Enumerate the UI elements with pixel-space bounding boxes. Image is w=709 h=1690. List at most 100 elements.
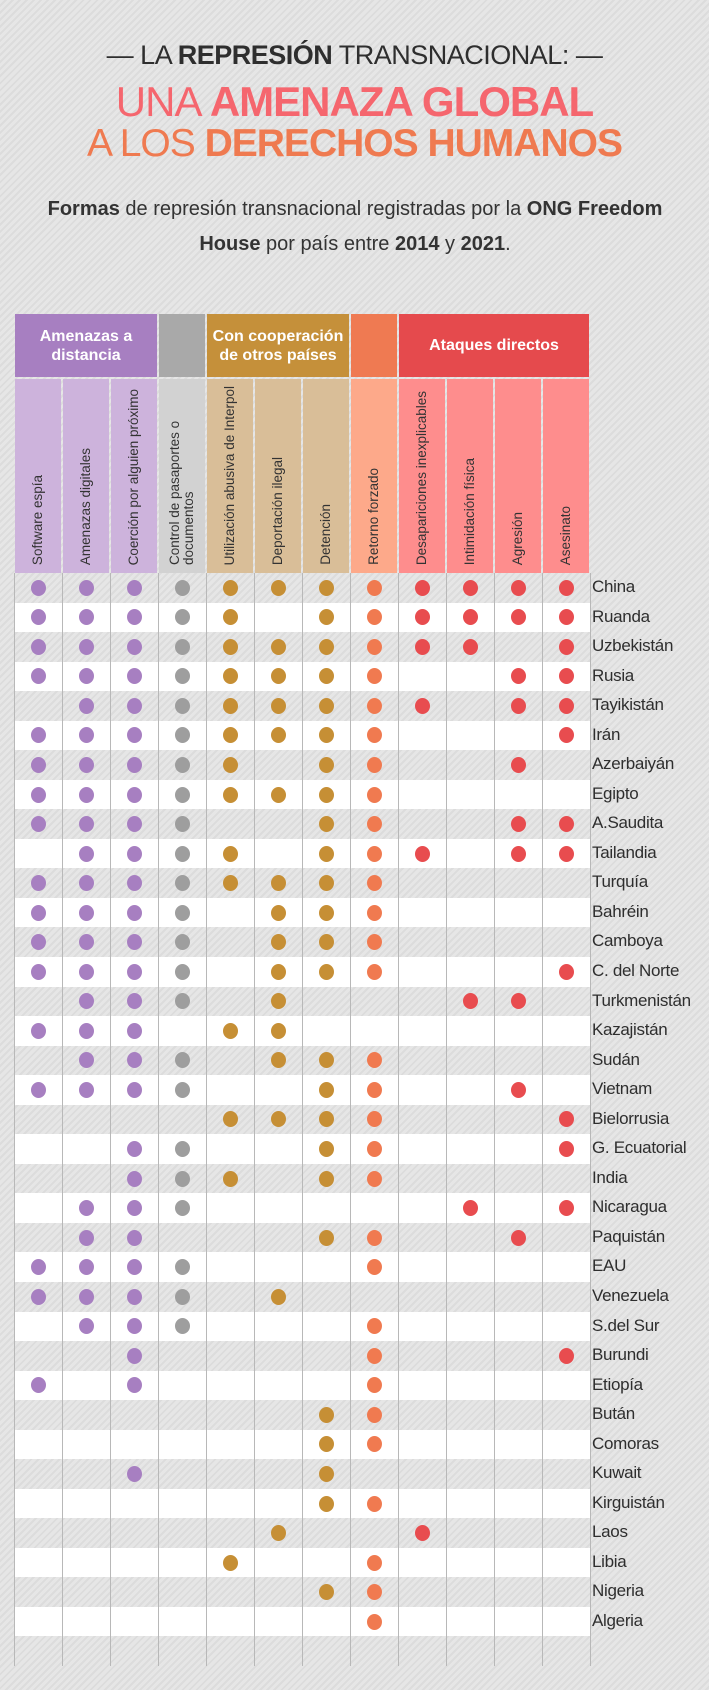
column-label: Agresión	[510, 511, 525, 565]
data-dot	[78, 1052, 94, 1069]
data-dot	[318, 934, 334, 951]
data-dot	[78, 757, 94, 773]
data-dot	[174, 1052, 190, 1069]
group-header: Ataques directos	[399, 314, 589, 377]
grid-line	[398, 573, 399, 1666]
data-dot	[414, 609, 430, 626]
data-dot	[126, 638, 142, 655]
data-dot	[78, 609, 94, 626]
data-dot	[78, 875, 94, 892]
data-dot	[78, 697, 94, 714]
data-dot	[366, 1495, 382, 1512]
data-dot	[174, 816, 190, 833]
data-dot	[174, 609, 190, 626]
data-dot	[510, 697, 526, 714]
grid-line	[302, 573, 303, 1666]
data-dot	[318, 1436, 334, 1453]
data-dot	[270, 1525, 286, 1542]
column-label: Deportación ilegal	[270, 456, 285, 565]
data-dot	[78, 1259, 94, 1276]
group-header	[159, 314, 205, 377]
data-dot	[222, 875, 238, 892]
data-dot	[414, 1525, 430, 1542]
subtitle: Formas de represión transnacional regist…	[30, 192, 680, 262]
data-dot	[270, 638, 286, 655]
grid-line	[494, 573, 495, 1666]
data-dot	[30, 727, 46, 744]
title-text: UNA	[115, 78, 210, 125]
country-label: Laos	[592, 1522, 628, 1542]
data-dot	[222, 1022, 238, 1039]
data-dot	[174, 757, 190, 773]
data-dot	[78, 638, 94, 655]
column-header: Retorno forzado	[351, 379, 397, 573]
country-label: China	[592, 577, 635, 596]
column-header: Amenazas digitales	[63, 379, 109, 573]
country-label: Turkmenistán	[592, 990, 691, 1010]
country-label: Camboya	[592, 931, 663, 951]
data-dot	[558, 727, 574, 744]
country-label: C. del Norte	[592, 961, 680, 981]
data-dot	[126, 697, 142, 714]
column-header: Coerción por alguien próximo	[111, 379, 157, 573]
grid-line	[206, 573, 207, 1666]
data-dot	[366, 786, 382, 803]
column-header: Intimidación física	[447, 379, 493, 573]
title-text: LA	[140, 40, 178, 70]
data-dot	[366, 668, 382, 685]
column-label: Intimidación física	[462, 457, 477, 565]
country-label: Kirguistán	[592, 1492, 665, 1512]
data-dot	[270, 875, 286, 892]
data-dot	[30, 934, 46, 951]
data-dot	[126, 816, 142, 833]
data-dot	[30, 904, 46, 921]
data-dot	[126, 579, 142, 596]
data-dot	[174, 845, 190, 862]
data-dot	[174, 904, 190, 921]
data-dot	[270, 993, 286, 1010]
title-bold: REPRESIÓN	[177, 40, 333, 70]
column-header: Desapariciones inexplicables	[399, 379, 445, 573]
data-dot	[30, 963, 46, 980]
data-dot	[126, 1141, 142, 1158]
data-dot	[318, 1406, 334, 1423]
column-label: Detención	[318, 504, 333, 565]
data-dot	[366, 934, 382, 951]
data-dot	[270, 786, 286, 803]
country-label: EAU	[592, 1256, 627, 1276]
column-label: Retorno forzado	[366, 468, 381, 565]
data-dot	[366, 1347, 382, 1364]
grid-line	[254, 573, 255, 1666]
data-dot	[510, 1081, 526, 1098]
data-dot	[558, 963, 574, 980]
data-dot	[126, 1288, 142, 1305]
country-label: Nigeria	[592, 1581, 644, 1601]
title-line-2: UNA AMENAZA GLOBAL	[0, 78, 709, 126]
data-dot	[78, 816, 94, 833]
data-dot	[126, 786, 142, 803]
data-dot	[78, 963, 94, 980]
title-bold: AMENAZA GLOBAL	[209, 78, 594, 125]
data-dot	[510, 993, 526, 1010]
data-dot	[174, 638, 190, 655]
group-header: Amenazas a distancia	[15, 314, 157, 377]
data-dot	[318, 668, 334, 685]
data-dot	[222, 579, 238, 596]
data-dot	[30, 786, 46, 803]
data-dot	[318, 697, 334, 714]
column-label: Amenazas digitales	[78, 447, 93, 565]
data-dot	[270, 904, 286, 921]
data-dot	[318, 579, 334, 596]
data-dot	[318, 1495, 334, 1512]
column-header: Agresión	[495, 379, 541, 573]
data-dot	[270, 1052, 286, 1069]
data-dot	[510, 668, 526, 685]
grid-line	[446, 573, 447, 1666]
data-dot	[222, 697, 238, 714]
data-dot	[462, 1200, 478, 1217]
data-dot	[318, 1052, 334, 1069]
data-dot	[366, 1377, 382, 1394]
data-dot	[318, 609, 334, 626]
data-dot	[30, 668, 46, 685]
country-label: Rusia	[592, 665, 634, 685]
